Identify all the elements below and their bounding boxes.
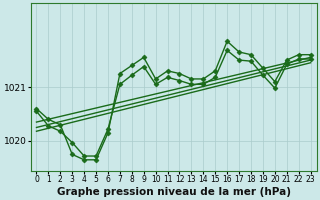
X-axis label: Graphe pression niveau de la mer (hPa): Graphe pression niveau de la mer (hPa) (57, 187, 291, 197)
